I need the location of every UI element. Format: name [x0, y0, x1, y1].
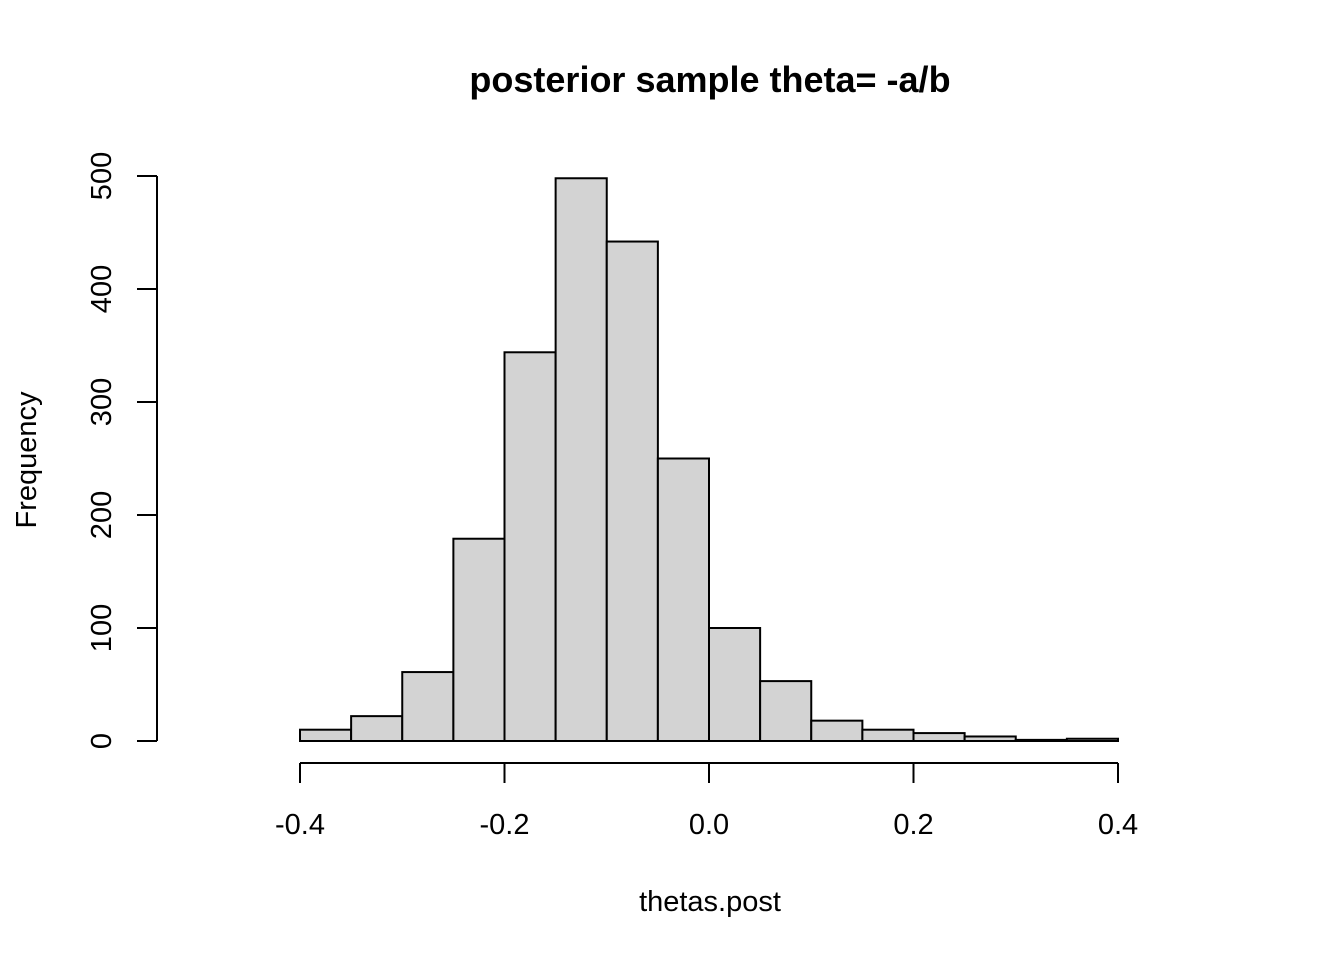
histogram-bar [759, 680, 813, 742]
y-tick-label: 400 [86, 265, 118, 313]
y-ticks: 0 100 200 300 400 500 [86, 152, 157, 749]
x-axis: -0.4 -0.2 0.0 0.2 0.4 [275, 762, 1138, 841]
histogram-bar [912, 732, 966, 743]
histogram-bar [656, 457, 710, 742]
histogram-bar [1014, 738, 1068, 742]
histogram-bar [401, 671, 455, 743]
x-tick-label: 0.4 [1098, 809, 1138, 841]
histogram-bar [350, 715, 404, 743]
histogram-bar [554, 177, 608, 742]
y-tick-label: 100 [86, 604, 118, 652]
histogram-bar [299, 728, 353, 743]
y-axis-label: Frequency [11, 391, 43, 529]
histogram-bar [1065, 737, 1119, 742]
histogram-bar [708, 627, 762, 742]
histogram-bar [861, 728, 915, 743]
histogram-bar [452, 537, 506, 742]
y-tick-label: 0 [86, 733, 118, 749]
y-axis: 0 100 200 300 400 500 [86, 152, 158, 749]
x-tick-label: 0.0 [689, 809, 729, 841]
x-tick-label: 0.2 [893, 809, 933, 841]
chart-title: posterior sample theta= -a/b [469, 59, 950, 100]
y-tick-label: 500 [86, 152, 118, 200]
histogram-bar [503, 351, 557, 742]
y-tick-label: 300 [86, 378, 118, 426]
x-tick-label: -0.4 [275, 809, 325, 841]
x-tick-label: -0.2 [480, 809, 530, 841]
x-axis-label: thetas.post [639, 886, 781, 918]
histogram-bar [605, 240, 659, 742]
x-ticks: -0.4 -0.2 0.0 0.2 0.4 [275, 763, 1138, 841]
bars-group [299, 177, 1119, 743]
histogram-bar [963, 735, 1017, 742]
y-tick-label: 200 [86, 491, 118, 539]
histogram-bar [810, 719, 864, 742]
